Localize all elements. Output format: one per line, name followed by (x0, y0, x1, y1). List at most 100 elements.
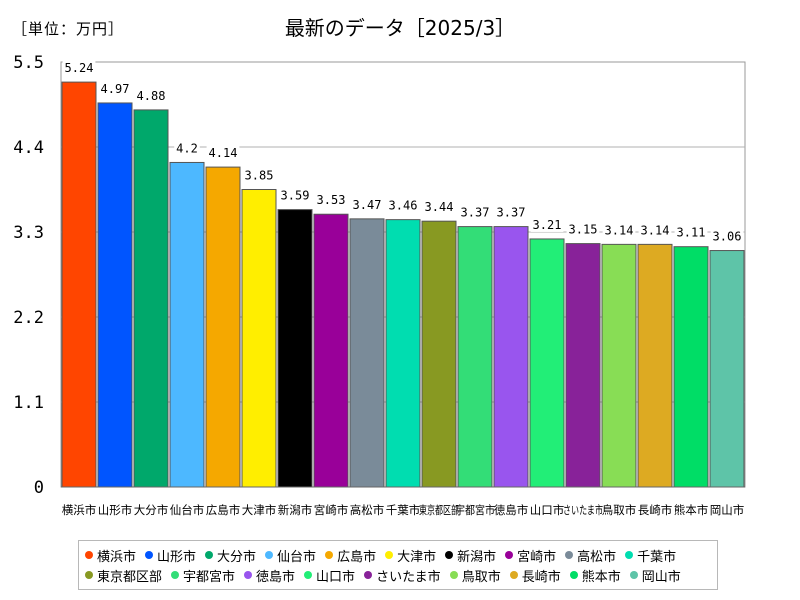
data-label: 4.2 (176, 141, 198, 155)
x-tick-label: 新潟市 (278, 503, 313, 517)
legend-item: 大分市 (205, 545, 256, 565)
legend-swatch (445, 551, 454, 559)
bar (565, 243, 601, 488)
bar (313, 213, 349, 488)
data-label-bg (674, 224, 708, 240)
legend-swatch (569, 571, 578, 579)
legend-swatch (85, 571, 93, 579)
data-label: 3.21 (533, 218, 562, 232)
legend-label: さいたま市 (376, 569, 441, 585)
legend-label: 広島市 (337, 549, 377, 565)
data-label-bg (494, 204, 528, 220)
x-tick-label: 仙台市 (170, 503, 205, 517)
legend-label: 長崎市 (521, 569, 561, 585)
data-label-bg (566, 221, 600, 237)
legend-item: 鳥取市 (449, 565, 501, 585)
data-label: 3.44 (425, 200, 454, 214)
data-label: 3.37 (497, 206, 526, 220)
bar (277, 209, 313, 488)
data-label: 3.85 (245, 169, 274, 183)
legend-item: 徳島市 (244, 565, 295, 585)
legend-item: 山口市 (304, 565, 355, 585)
bar (673, 246, 709, 488)
legend-swatch (449, 571, 458, 579)
legend-swatch (304, 571, 313, 579)
data-label: 4.97 (101, 82, 130, 96)
bar (385, 219, 421, 488)
data-label: 3.37 (461, 206, 490, 220)
y-tick-label: 0 (34, 478, 44, 498)
bar (349, 218, 385, 488)
legend-label: 徳島市 (256, 569, 296, 585)
legend-swatch (565, 551, 574, 559)
data-label-bg (422, 199, 456, 215)
bar (97, 102, 133, 488)
data-label: 3.11 (677, 226, 706, 240)
x-tick-label: 山口市 (530, 503, 565, 517)
x-tick-label: 大分市 (134, 503, 169, 517)
bar (421, 220, 457, 488)
legend-item: 千葉市 (625, 545, 676, 565)
x-tick-label: 高松市 (350, 503, 385, 517)
legend-swatch (145, 551, 154, 559)
bar (709, 250, 745, 488)
data-label-bg (278, 187, 312, 203)
data-label: 3.53 (317, 193, 346, 207)
data-label-bg (350, 196, 384, 212)
legend-swatch (385, 551, 394, 559)
y-tick-label: 4.4 (13, 138, 44, 158)
data-label: 3.47 (353, 198, 382, 212)
legend-item: さいたま市 (364, 565, 441, 585)
legend-label: 宇都宮市 (183, 569, 236, 585)
x-tick-label: 鳥取市 (602, 503, 637, 517)
data-label-bg (242, 167, 276, 183)
legend-label: 山形市 (157, 549, 197, 565)
x-tick-label: 岡山市 (710, 503, 745, 517)
data-label: 3.14 (605, 223, 634, 237)
data-label-bg (602, 222, 636, 238)
data-label-bg (206, 145, 240, 161)
y-tick-label: 3.3 (13, 223, 44, 243)
legend-item: 岡山市 (629, 565, 681, 585)
legend-label: 鳥取市 (461, 569, 501, 585)
bar (205, 166, 241, 488)
x-tick-label: 山形市 (98, 503, 133, 517)
data-label: 3.46 (389, 199, 418, 213)
data-label: 3.59 (281, 189, 310, 203)
legend-item: 宇都宮市 (171, 565, 235, 585)
y-tick-label: 2.2 (13, 308, 44, 328)
legend-label: 東京都区部 (97, 569, 163, 585)
data-label: 4.14 (209, 146, 238, 160)
data-label-bg (98, 80, 132, 96)
unit-label: ［単位：万円］ (12, 20, 125, 38)
legend-label: 仙台市 (277, 549, 317, 565)
legend-item: 横浜市 (85, 545, 136, 565)
x-tick-label: 千葉市 (386, 503, 421, 517)
legend-item: 山形市 (145, 545, 196, 565)
legend-item: 大津市 (385, 545, 436, 565)
x-tick-label: 長崎市 (638, 503, 673, 517)
legend-label: 熊本市 (581, 569, 621, 585)
x-tick-label: 広島市 (206, 503, 241, 517)
legend-label: 新潟市 (457, 549, 497, 565)
legend-swatch (171, 571, 180, 579)
data-label-bg (314, 192, 348, 208)
legend-item: 新潟市 (445, 545, 496, 565)
data-label: 3.14 (641, 223, 670, 237)
x-tick-label: さいたま市 (563, 503, 603, 517)
bar (241, 189, 277, 488)
legend-swatch (325, 551, 334, 559)
legend-label: 千葉市 (637, 549, 677, 565)
data-label-bg (134, 87, 168, 103)
data-label: 4.88 (137, 89, 166, 103)
legend-swatch (265, 551, 274, 559)
chart-title: 最新のデータ［2025/3］ (284, 16, 516, 40)
bar (133, 109, 169, 488)
bar (637, 243, 673, 488)
bar (601, 243, 637, 488)
x-tick-label: 宮崎市 (314, 503, 349, 517)
legend-item: 熊本市 (569, 565, 621, 585)
x-tick-label: 大津市 (242, 503, 277, 517)
data-label-bg (530, 216, 564, 232)
bar-chart: 0 1.1 2.2 3.3 4.4 5.5 5.24 横浜市 4.97 山形市 4.88 大分市 4.2… (13, 53, 746, 517)
